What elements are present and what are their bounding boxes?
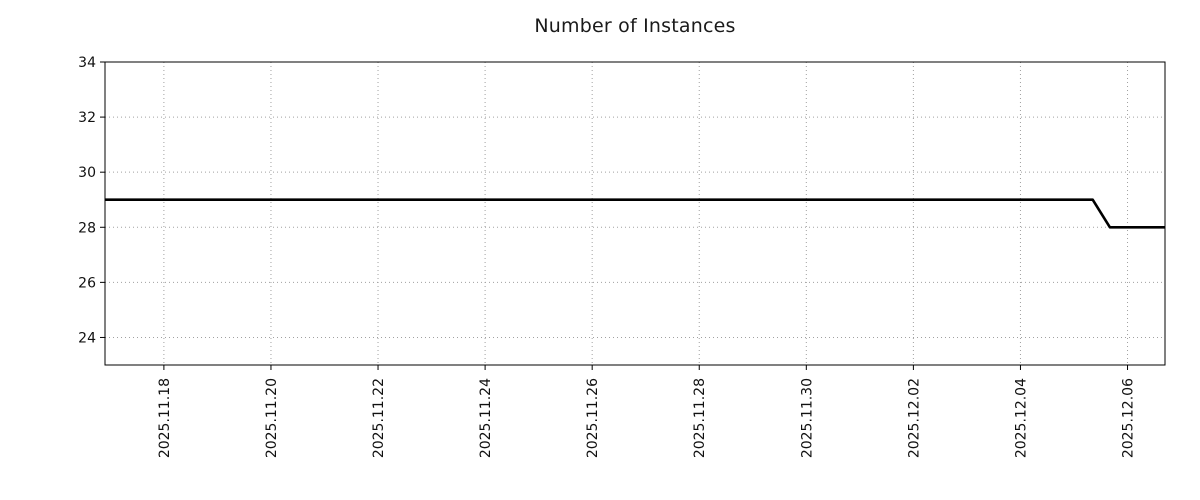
y-tick-label: 30 (78, 165, 96, 181)
chart-title: Number of Instances (534, 15, 736, 37)
x-tick-label: 2025.12.02 (906, 378, 922, 458)
x-tick-label: 2025.11.30 (799, 378, 815, 458)
x-tick-label: 2025.12.04 (1013, 378, 1029, 458)
x-tick-label: 2025.11.24 (478, 378, 494, 458)
x-tick-label: 2025.11.28 (692, 378, 708, 458)
y-tick-label: 26 (78, 275, 96, 291)
y-tick-label: 32 (78, 110, 96, 126)
x-tick-label: 2025.11.18 (157, 378, 173, 458)
y-tick-label: 28 (78, 220, 96, 236)
x-tick-label: 2025.11.26 (585, 378, 601, 458)
x-tick-label: 2025.11.20 (264, 378, 280, 458)
x-tick-label: 2025.12.06 (1121, 378, 1137, 458)
series-line-instances (105, 198, 1165, 229)
y-tick-label: 24 (78, 330, 96, 346)
x-tick-label: 2025.11.22 (371, 378, 387, 458)
plot-border (104, 61, 1166, 366)
y-tick-label: 34 (78, 55, 96, 71)
